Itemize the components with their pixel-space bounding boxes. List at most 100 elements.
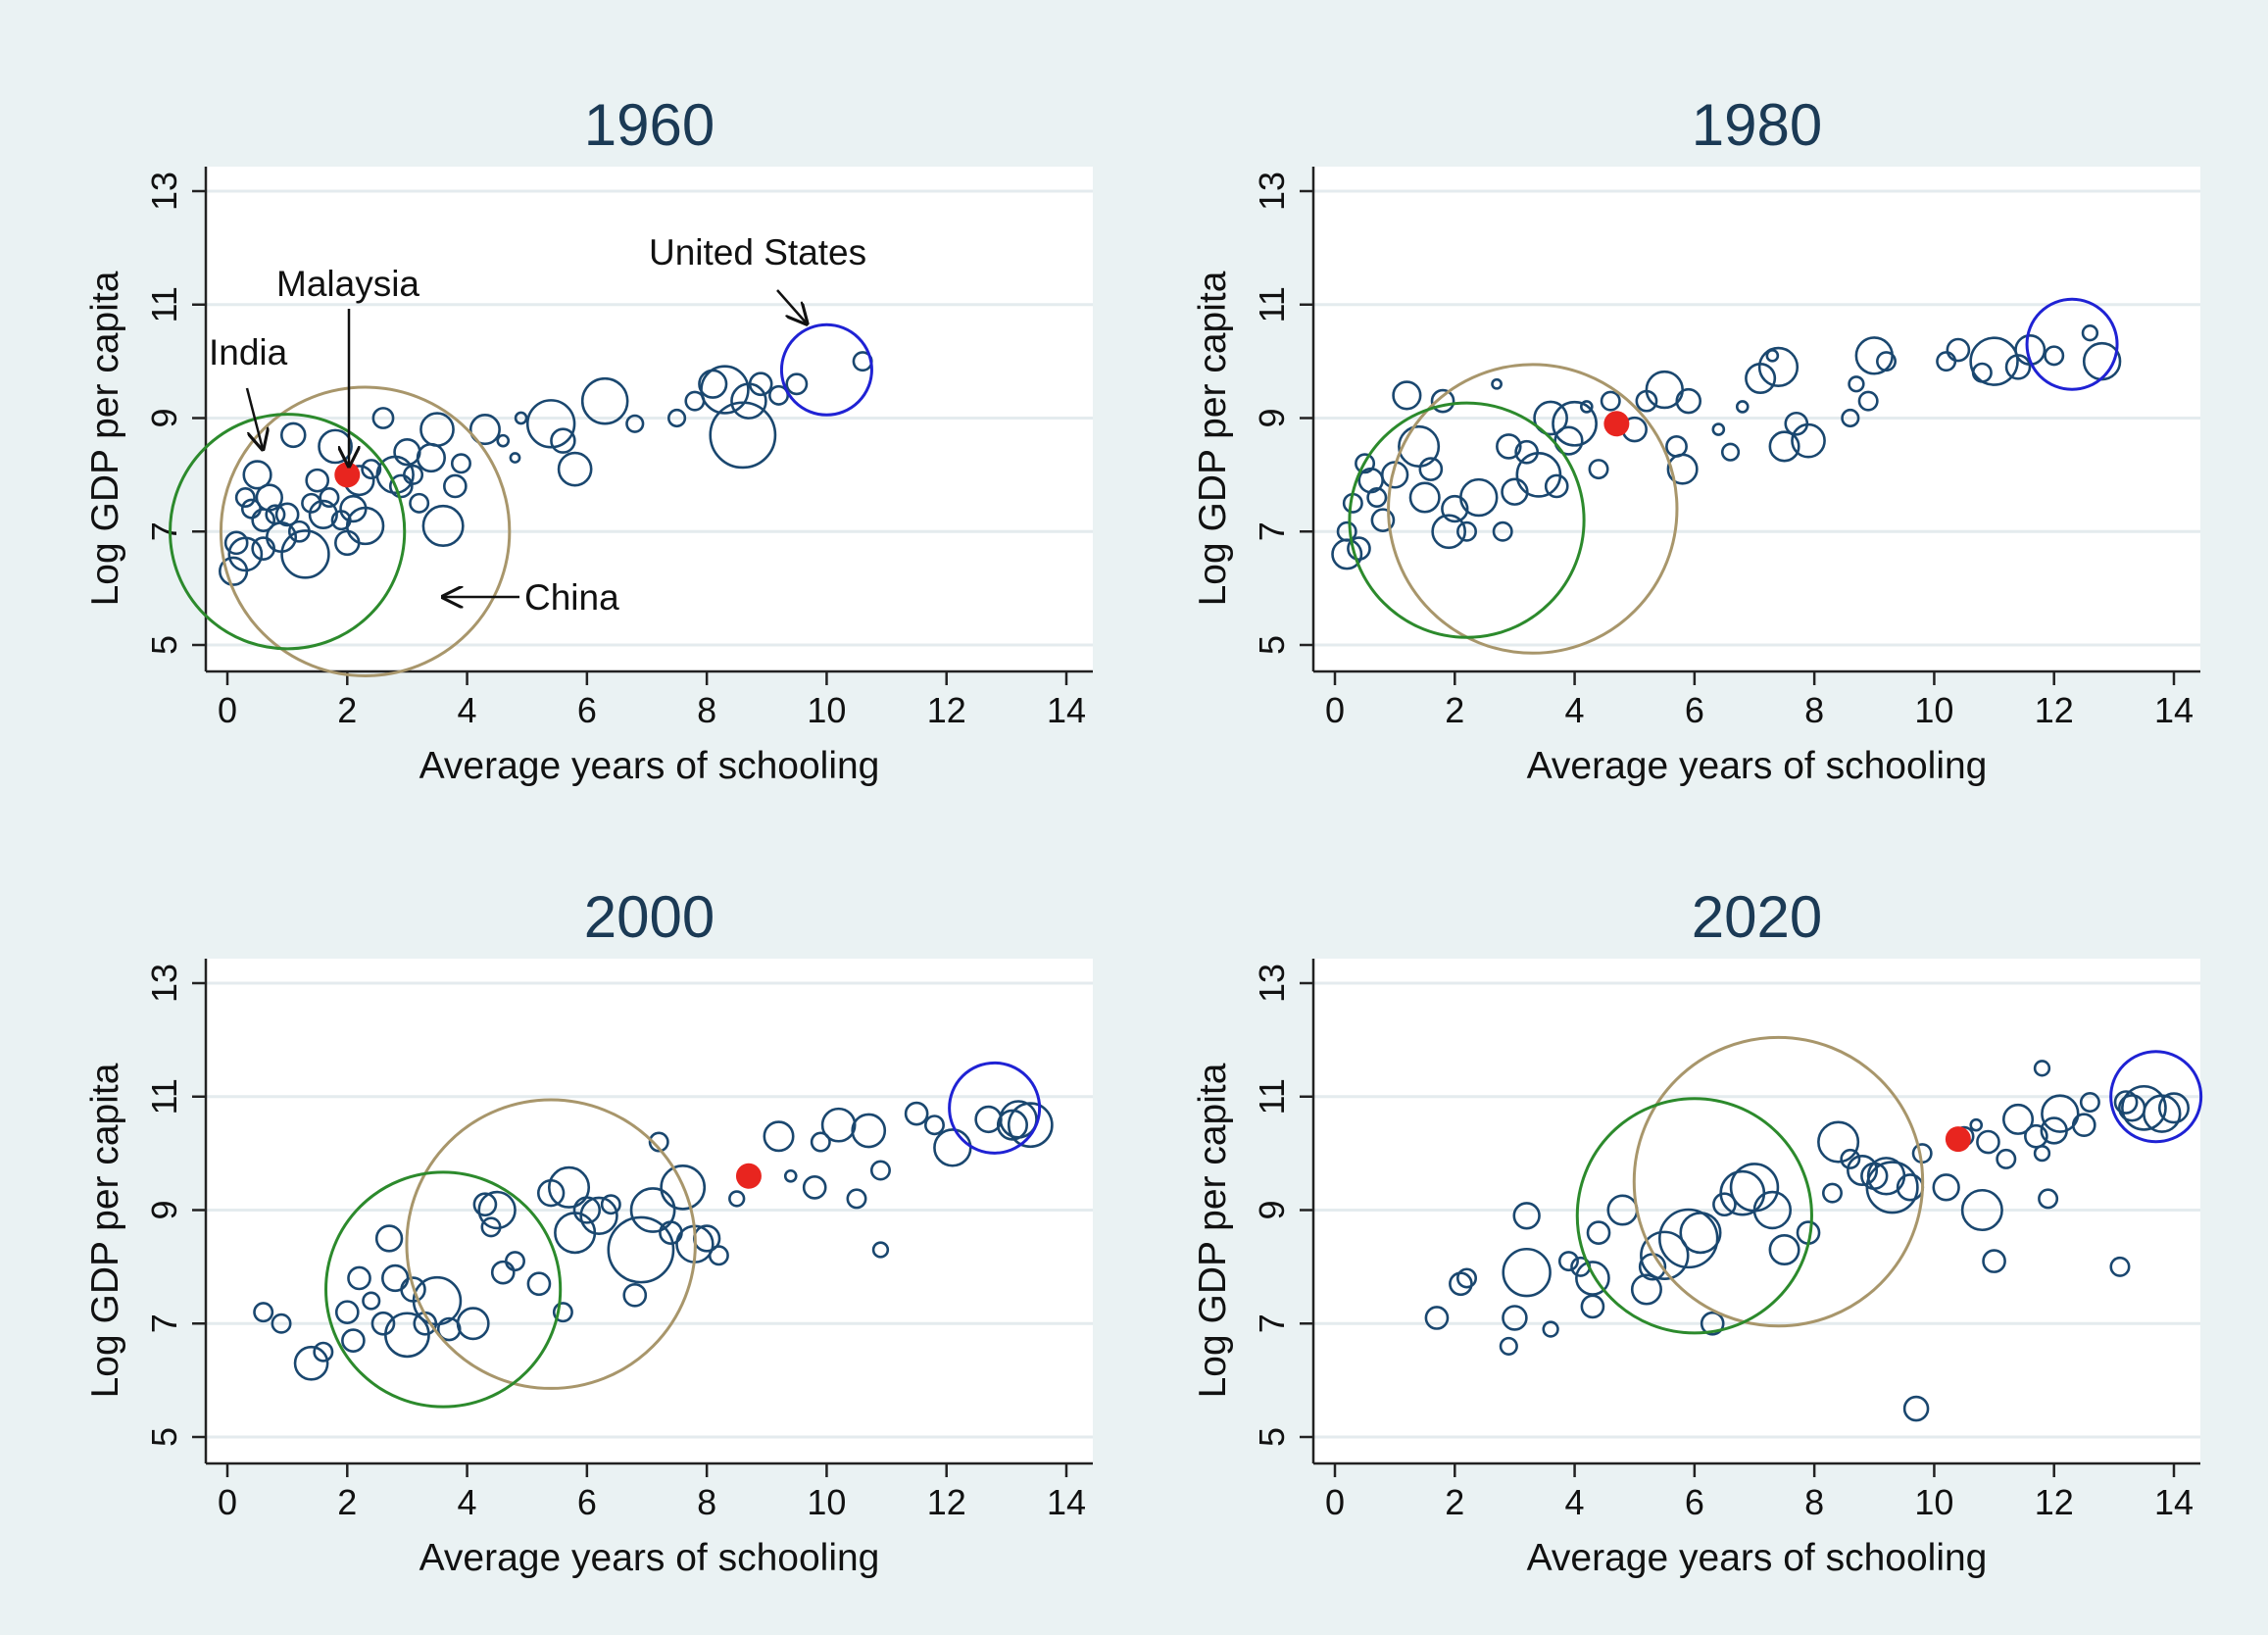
country-point xyxy=(370,1311,396,1336)
country-point xyxy=(334,1300,360,1325)
country-point xyxy=(509,452,521,464)
country-point xyxy=(227,536,264,572)
panel-title: 1980 xyxy=(1692,92,1822,158)
y-tick-label: 11 xyxy=(144,1078,184,1115)
country-point xyxy=(1679,1212,1722,1255)
x-tick-label: 6 xyxy=(577,690,597,730)
country-point xyxy=(763,1120,795,1153)
country-point xyxy=(1347,536,1371,561)
country-point xyxy=(1553,425,1584,456)
y-tick-label: 13 xyxy=(144,172,184,211)
country-point xyxy=(2038,1188,2059,1210)
country-point xyxy=(748,372,773,397)
country-point xyxy=(514,411,528,425)
x-tick-label: 10 xyxy=(807,690,846,730)
country-point xyxy=(785,372,809,396)
arrow-india xyxy=(245,387,263,449)
y-tick-label: 7 xyxy=(144,1313,184,1333)
country-point xyxy=(1336,520,1357,542)
x-axis-label: Average years of schooling xyxy=(419,1537,880,1579)
x-tick-label: 4 xyxy=(1565,1482,1585,1522)
panel-1980: 1980 5 7 9 11 13 0 2 4 6 8 10 12 14 Average years of s… xyxy=(1192,92,2200,787)
x-tick-label: 8 xyxy=(1804,690,1824,730)
country-point xyxy=(496,433,511,448)
point-malaysia xyxy=(1603,411,1630,437)
country-point xyxy=(783,1168,798,1183)
country-point xyxy=(1366,487,1388,509)
x-tick-label: 2 xyxy=(1445,1482,1464,1522)
country-point xyxy=(851,1113,887,1149)
country-point xyxy=(1865,1161,1919,1214)
x-tick-label: 6 xyxy=(1685,1482,1704,1522)
country-point xyxy=(1492,520,1513,542)
annotation-united-states: United States xyxy=(649,232,866,272)
country-point xyxy=(1586,1220,1611,1245)
country-point xyxy=(810,1131,831,1153)
country-point xyxy=(371,407,395,429)
country-point xyxy=(409,492,430,514)
country-point xyxy=(550,427,576,454)
country-point xyxy=(1765,349,1780,363)
country-point xyxy=(341,1328,366,1353)
x-tick-label: 2 xyxy=(337,1482,357,1522)
country-point xyxy=(1418,457,1444,481)
annotation-malaysia: Malaysia xyxy=(276,264,419,304)
country-point xyxy=(1752,1190,1793,1230)
point-malaysia xyxy=(334,462,361,488)
y-tick-label: 9 xyxy=(144,408,184,427)
y-tick-label: 11 xyxy=(144,286,184,322)
x-axis-label: Average years of schooling xyxy=(419,745,880,787)
panel-title: 2020 xyxy=(1692,884,1822,950)
country-point xyxy=(607,1215,675,1284)
country-point xyxy=(846,1188,867,1210)
panel-title: 2000 xyxy=(584,884,715,950)
point-malaysia xyxy=(735,1163,762,1189)
x-tick-label: 4 xyxy=(1565,690,1585,730)
country-point xyxy=(2033,1060,2051,1077)
country-point xyxy=(1491,377,1503,390)
country-point xyxy=(2121,1084,2167,1131)
country-point xyxy=(468,414,501,446)
country-point xyxy=(308,499,338,529)
country-point xyxy=(242,460,272,490)
country-point xyxy=(1575,1261,1610,1296)
x-tick-label: 2 xyxy=(337,690,357,730)
point-india xyxy=(1575,1097,1813,1335)
country-point xyxy=(1720,442,1741,462)
point-united-states xyxy=(948,1061,1042,1155)
y-tick-label: 7 xyxy=(1252,521,1292,541)
country-point xyxy=(600,1194,621,1215)
country-point xyxy=(1431,514,1467,550)
country-point xyxy=(301,492,322,514)
annotation-layer: India Malaysia United States China xyxy=(209,232,866,618)
country-point xyxy=(2081,324,2099,342)
country-point xyxy=(253,1302,274,1323)
country-point xyxy=(2004,354,2032,380)
country-point xyxy=(472,1192,498,1217)
point-united-states xyxy=(779,322,873,417)
country-point xyxy=(629,1187,676,1233)
country-point xyxy=(1408,481,1441,514)
country-point xyxy=(1848,375,1865,393)
country-point xyxy=(1630,1273,1662,1306)
country-point xyxy=(999,1100,1038,1139)
country-point xyxy=(504,1251,525,1272)
point-united-states xyxy=(2025,297,2119,391)
x-tick-label: 14 xyxy=(1047,690,1086,730)
x-tick-label: 0 xyxy=(1325,1482,1345,1522)
country-point xyxy=(1969,336,2019,386)
country-point xyxy=(869,1160,891,1181)
point-china xyxy=(405,1098,697,1390)
country-point xyxy=(293,1345,329,1381)
point-china xyxy=(1632,1035,1925,1328)
y-tick-label: 7 xyxy=(144,521,184,541)
x-tick-label: 0 xyxy=(218,1482,237,1522)
country-point xyxy=(1424,1306,1450,1330)
y-tick-label: 9 xyxy=(1252,408,1292,427)
country-point xyxy=(1982,1249,2006,1273)
panel-2000: 2000 5 7 9 11 13 0 2 4 6 8 10 12 14 Average years of s… xyxy=(84,884,1093,1579)
country-point xyxy=(1542,1320,1559,1338)
country-point xyxy=(1502,1247,1552,1298)
data-points xyxy=(219,351,873,586)
country-point xyxy=(1735,400,1750,414)
